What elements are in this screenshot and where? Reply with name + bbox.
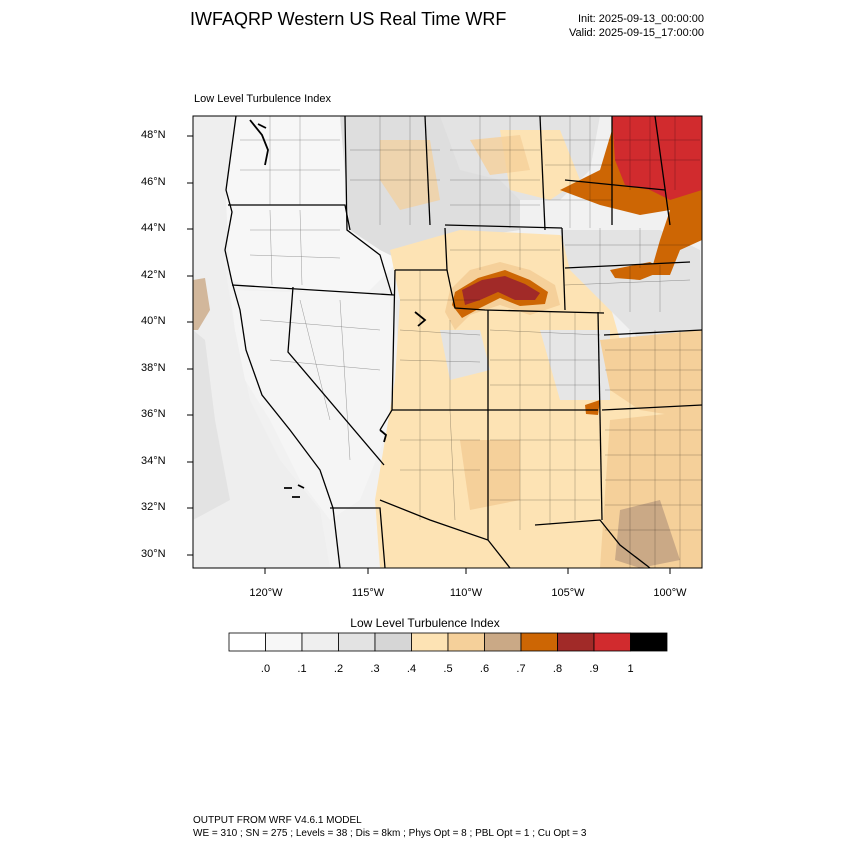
model-info-line-1: OUTPUT FROM WRF V4.6.1 MODEL — [193, 815, 362, 826]
coastline — [249, 119, 427, 498]
lon-label-120w: 120°W — [249, 587, 283, 599]
lat-label-34n: 34°N — [141, 455, 166, 467]
colorbar-tick-label: .0 — [260, 663, 271, 675]
colorbar-cell — [630, 632, 668, 652]
colorbar — [228, 632, 668, 652]
colorbar-title: Low Level Turbulence Index — [350, 616, 500, 630]
colorbar-tick-label: .1 — [297, 663, 307, 675]
lon-label-115w: 115°W — [351, 587, 385, 599]
colorbar-tick-label: .4 — [406, 663, 417, 675]
map-frame — [192, 115, 703, 569]
county-lines — [240, 116, 702, 568]
colorbar-cell — [447, 632, 485, 652]
lat-label-44n: 44°N — [141, 222, 166, 234]
colorbar-tick-label: .6 — [479, 663, 490, 675]
colorbar-tick-label: .2 — [333, 663, 344, 675]
colorbar-tick-label: .9 — [589, 663, 599, 675]
model-info-line-2: WE = 310 ; SN = 275 ; Levels = 38 ; Dis … — [193, 828, 587, 839]
lat-label-32n: 32°N — [141, 501, 166, 513]
colorbar-tick-label: .8 — [552, 663, 563, 675]
lon-label-105w: 105°W — [551, 587, 585, 599]
colorbar-cell — [265, 632, 303, 652]
lat-label-48n: 48°N — [141, 129, 166, 141]
colorbar-tick-label: .5 — [443, 663, 453, 675]
colorbar-cell — [228, 632, 266, 652]
valid-time: Valid: 2025-09-15_17:00:00 — [569, 27, 704, 39]
lat-label-36n: 36°N — [141, 408, 166, 420]
colorbar-cell — [301, 632, 339, 652]
lat-label-30n: 30°N — [141, 548, 166, 560]
lon-label-100w: 100°W — [653, 587, 687, 599]
colorbar-cell — [557, 632, 595, 652]
colorbar-cell — [374, 632, 412, 652]
axis-ticks — [187, 135, 671, 574]
colorbar-tick-label: .3 — [370, 663, 380, 675]
colorbar-tick-label: 1 — [627, 663, 634, 675]
colorbar-cell — [411, 632, 449, 652]
lat-label-42n: 42°N — [141, 269, 166, 281]
lon-label-110w: 110°W — [449, 587, 483, 599]
colorbar-cell — [338, 632, 376, 652]
map-field-label: Low Level Turbulence Index — [194, 93, 331, 105]
colorbar-cell — [484, 632, 522, 652]
state-borders — [224, 115, 703, 569]
plot-title: IWFAQRP Western US Real Time WRF — [190, 9, 507, 29]
map-field — [193, 116, 702, 568]
colorbar-tick-label: .7 — [516, 663, 526, 675]
lat-label-46n: 46°N — [141, 176, 166, 188]
colorbar-cell — [593, 632, 631, 652]
colorbar-cell — [520, 632, 558, 652]
lat-label-38n: 38°N — [141, 362, 166, 374]
init-time: Init: 2025-09-13_00:00:00 — [578, 13, 704, 25]
lat-label-40n: 40°N — [141, 315, 166, 327]
